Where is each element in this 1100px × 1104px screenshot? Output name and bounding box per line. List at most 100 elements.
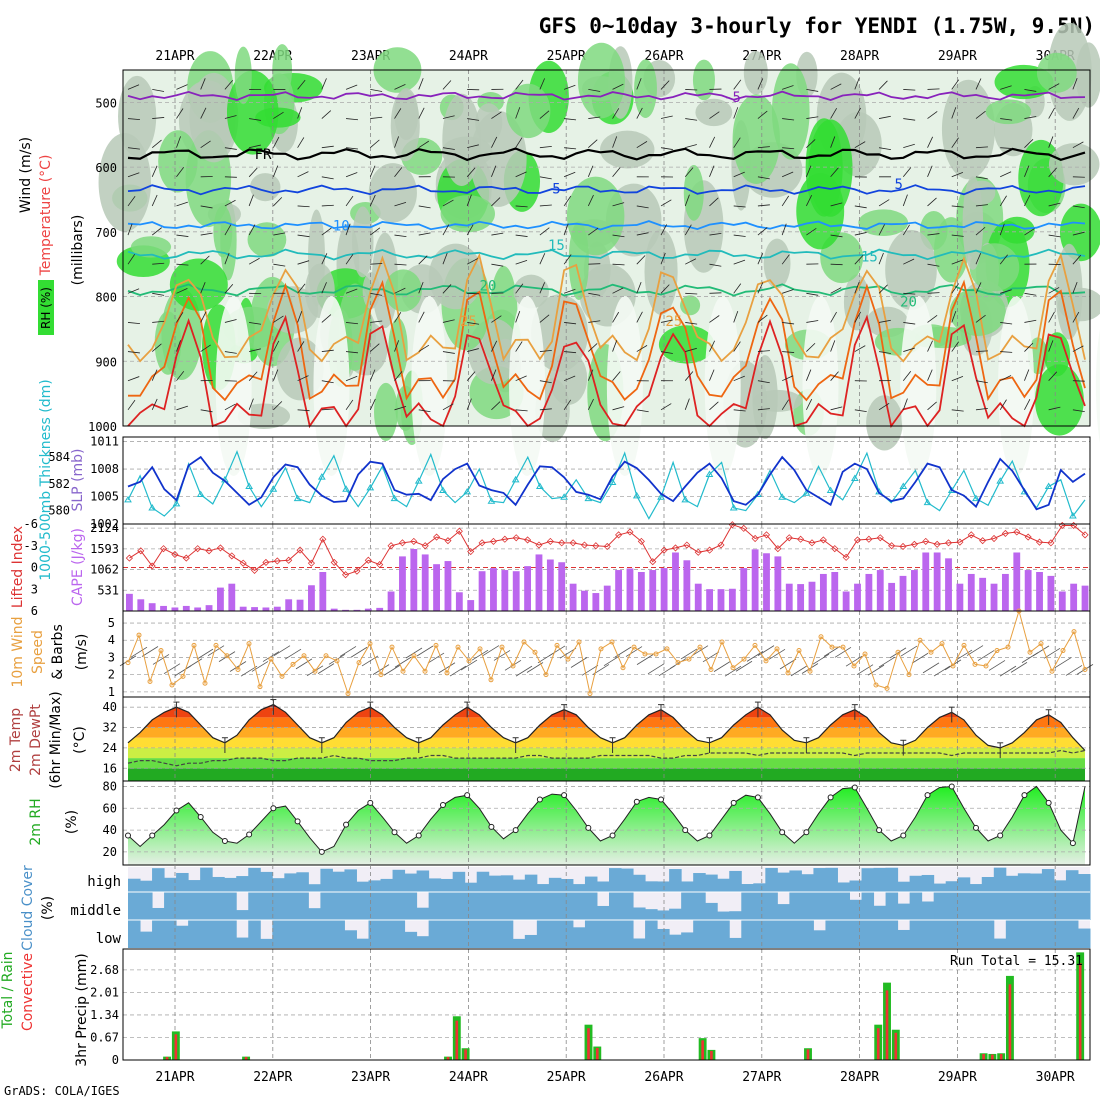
cloud-bar [789,892,802,920]
cloud-bar [465,920,478,948]
cape-bar [524,566,531,611]
rh-marker [949,784,954,789]
cloud-bar [332,892,345,920]
rh-marker [319,849,324,854]
cloud-bar [405,932,418,948]
temperature-tick: 24 [103,741,117,755]
rh-marker [295,819,300,824]
isotherm-label: -5 [724,90,741,106]
rh-marker [222,839,227,844]
cloud-bar [573,927,586,948]
cape-bar [467,600,474,611]
rh-marker [392,830,397,835]
temperature-tick: 40 [103,700,117,714]
wind10m-axis-label: 10m Wind [10,616,26,687]
wind-barb [831,264,843,265]
rh-marker [780,830,785,835]
rh-marker [344,822,349,827]
cape-bar [592,593,599,611]
cape-bar [1002,574,1009,611]
cloud-bar [140,881,153,892]
cloud-bar [489,920,502,948]
cloud-bar [729,911,742,920]
cloud-bar [176,926,189,948]
cloud-bar [429,920,442,948]
pressure-tick: 800 [95,291,117,305]
cloud-bar [537,892,550,920]
cloud-bar [272,892,285,920]
date-label-top: 28APR [840,49,879,64]
convective-bar [464,1049,467,1060]
cloud-bar [1066,870,1079,892]
rh-tick: 80 [103,779,117,793]
cloud-bar [958,892,971,920]
cloud-bar [729,938,742,948]
cloud-bar [429,892,442,920]
cloud-bar [405,892,418,920]
cloud-bar [958,920,971,948]
rh-cell [600,131,654,169]
cloud-bar [128,879,141,892]
cape-bar [843,591,850,611]
cloud-bar [356,892,369,920]
cloud-bar [284,873,297,892]
cloud-bar [188,880,201,892]
cloud-bar [777,873,790,892]
cloud-bar [224,892,237,920]
temperature-tick: 16 [103,761,117,775]
convective-bar [1009,984,1012,1060]
cloud-bar [573,884,586,892]
cloud-bar [260,892,273,920]
rh-axis-label: RH (%) [39,287,53,329]
cape-bar [456,592,463,611]
cloud-bar [874,920,887,948]
cloud-bar [597,906,610,920]
rh-tick: 20 [103,845,117,859]
cape-bar [206,605,213,611]
cloud-bar [946,920,959,948]
pressure-tick: 500 [95,96,117,110]
cloud-bar [441,892,454,920]
cloud-bar [561,920,574,948]
cloud-bar [741,920,754,948]
rh-marker [416,833,421,838]
isotherm-label: 15 [548,238,565,254]
cape-bar [570,584,577,611]
rh-marker [731,800,736,805]
cloud-bar [657,881,670,892]
precip-tick: 2.68 [90,963,119,977]
cape-bar [888,583,895,611]
cape-bar [672,552,679,611]
cloud-units-label: (%) [40,896,56,920]
convective-bar [807,1049,810,1060]
cloud-bar [657,910,670,920]
temperature-axis-label: Temperature (°C) [38,155,54,277]
cloud-axis-label: Cloud Cover [20,865,36,951]
cape-bar [1082,586,1089,611]
rh-cell [506,84,550,138]
cape-bar [263,607,270,611]
cloud-bar [645,909,658,920]
convective-bar [894,1033,897,1060]
cape-bar [399,556,406,611]
rh-cell [1049,143,1100,185]
rh2m-axis-label: 2m RH [28,798,44,845]
cloud-bar [344,869,357,892]
rh-marker [828,795,833,800]
cloud-bar [561,892,574,920]
date-label-top: 29APR [938,49,977,64]
cloud-bar [212,877,225,892]
cloud-bar [705,920,718,948]
cloud-bar [1054,880,1067,892]
rh-marker [901,833,906,838]
cloud-bar [344,892,357,920]
cloud-bar [513,939,526,948]
rh-marker [440,803,445,808]
slp-tick: 1005 [90,490,119,504]
cloud-bar [693,892,706,920]
cape-bar [240,607,247,611]
cloud-bar [1030,892,1043,920]
cloud-bar [537,884,550,892]
cape-bar [718,589,725,611]
